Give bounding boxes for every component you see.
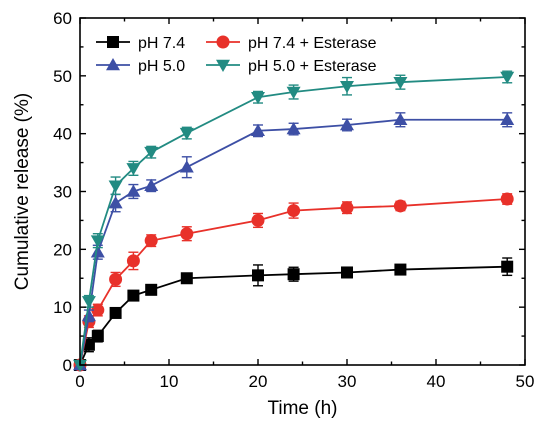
data-point [109, 272, 123, 286]
x-tick-label: 10 [160, 372, 179, 391]
series-2 [73, 192, 514, 372]
data-point [500, 192, 514, 206]
data-point [252, 269, 264, 282]
data-point [90, 245, 105, 258]
series-4 [73, 70, 515, 372]
y-axis-title: Cumulative release (%) [12, 93, 33, 290]
legend-label: pH 7.4 + Esterase [248, 35, 377, 52]
y-tick-label: 20 [53, 240, 72, 259]
data-point [500, 112, 515, 126]
data-point [179, 127, 194, 141]
data-point [393, 76, 408, 90]
data-point [180, 272, 193, 285]
legend-item-4: pH 5.0 + Esterase [206, 58, 377, 75]
y-tick-label: 30 [53, 183, 72, 202]
legend-marker [106, 58, 120, 71]
x-tick-label: 0 [75, 372, 84, 391]
y-tick-label: 50 [53, 67, 72, 86]
legend-label: pH 5.0 + Esterase [248, 58, 377, 75]
x-axis-title: Time (h) [267, 398, 337, 419]
data-point [287, 204, 301, 218]
data-point [340, 80, 354, 94]
data-point [91, 330, 104, 343]
y-tick-label: 40 [53, 125, 72, 144]
data-point [108, 196, 123, 209]
data-point [287, 268, 300, 281]
data-point [126, 163, 141, 176]
data-point [341, 266, 353, 279]
data-point [126, 254, 140, 268]
data-point [340, 201, 354, 215]
x-tick-label: 40 [427, 372, 446, 391]
data-point [91, 303, 105, 317]
data-point [500, 71, 515, 84]
series-line [79, 118, 508, 366]
series-line [79, 76, 508, 366]
data-point [251, 213, 265, 227]
legend-label: pH 7.4 [138, 35, 185, 52]
legend-item-2: pH 7.4 + Esterase [206, 35, 377, 52]
data-point [251, 123, 265, 137]
legend-marker [107, 36, 119, 48]
axes: 0 10 20 30 40 50 0 10 20 30 40 50 60 [53, 9, 534, 391]
y-tick-label: 0 [63, 356, 72, 375]
data-point [501, 260, 514, 273]
data-point [90, 235, 105, 248]
data-point [81, 296, 96, 309]
legend-item-1: pH 7.4 [96, 35, 185, 52]
data-point [109, 306, 122, 319]
data-point [394, 263, 407, 276]
legend-marker [216, 35, 230, 49]
data-point [179, 160, 194, 173]
x-tick-label: 30 [338, 372, 357, 391]
legend: pH 7.4 pH 7.4 + Esterase pH 5.0 pH 5.0 + Es… [96, 35, 377, 75]
data-point [286, 86, 301, 100]
data-point [108, 180, 123, 193]
data-point [144, 146, 159, 160]
legend-item-3: pH 5.0 [96, 58, 185, 75]
data-point [340, 117, 354, 131]
y-tick-label: 60 [53, 9, 72, 28]
data-point [393, 112, 408, 126]
data-point [144, 234, 158, 248]
legend-label: pH 5.0 [138, 58, 185, 75]
series-line [79, 198, 508, 366]
x-tick-label: 50 [516, 372, 535, 391]
data-point [73, 359, 87, 372]
data-point [81, 308, 96, 322]
x-tick-label: 20 [249, 372, 268, 391]
data-point [127, 289, 140, 302]
data-point [251, 91, 265, 105]
data-point [145, 283, 158, 296]
series-1 [74, 257, 514, 371]
data-point [286, 122, 301, 135]
y-tick-label: 10 [53, 298, 72, 317]
series-3 [73, 112, 515, 371]
data-point [180, 227, 194, 241]
plot-area [73, 70, 515, 372]
data-point [144, 178, 159, 191]
data-point [126, 184, 141, 197]
data-point [393, 199, 407, 213]
legend-marker [216, 59, 230, 72]
